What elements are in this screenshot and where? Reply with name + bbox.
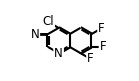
Text: N: N (30, 28, 39, 41)
Text: F: F (98, 22, 105, 35)
Text: F: F (98, 22, 105, 35)
Text: F: F (100, 40, 106, 53)
Text: N: N (54, 47, 63, 60)
Text: Cl: Cl (42, 15, 54, 28)
Text: Cl: Cl (42, 15, 54, 28)
Text: F: F (87, 52, 94, 65)
Text: F: F (87, 52, 94, 65)
Text: N: N (30, 28, 39, 41)
Text: N: N (54, 47, 63, 60)
Text: F: F (100, 40, 106, 53)
